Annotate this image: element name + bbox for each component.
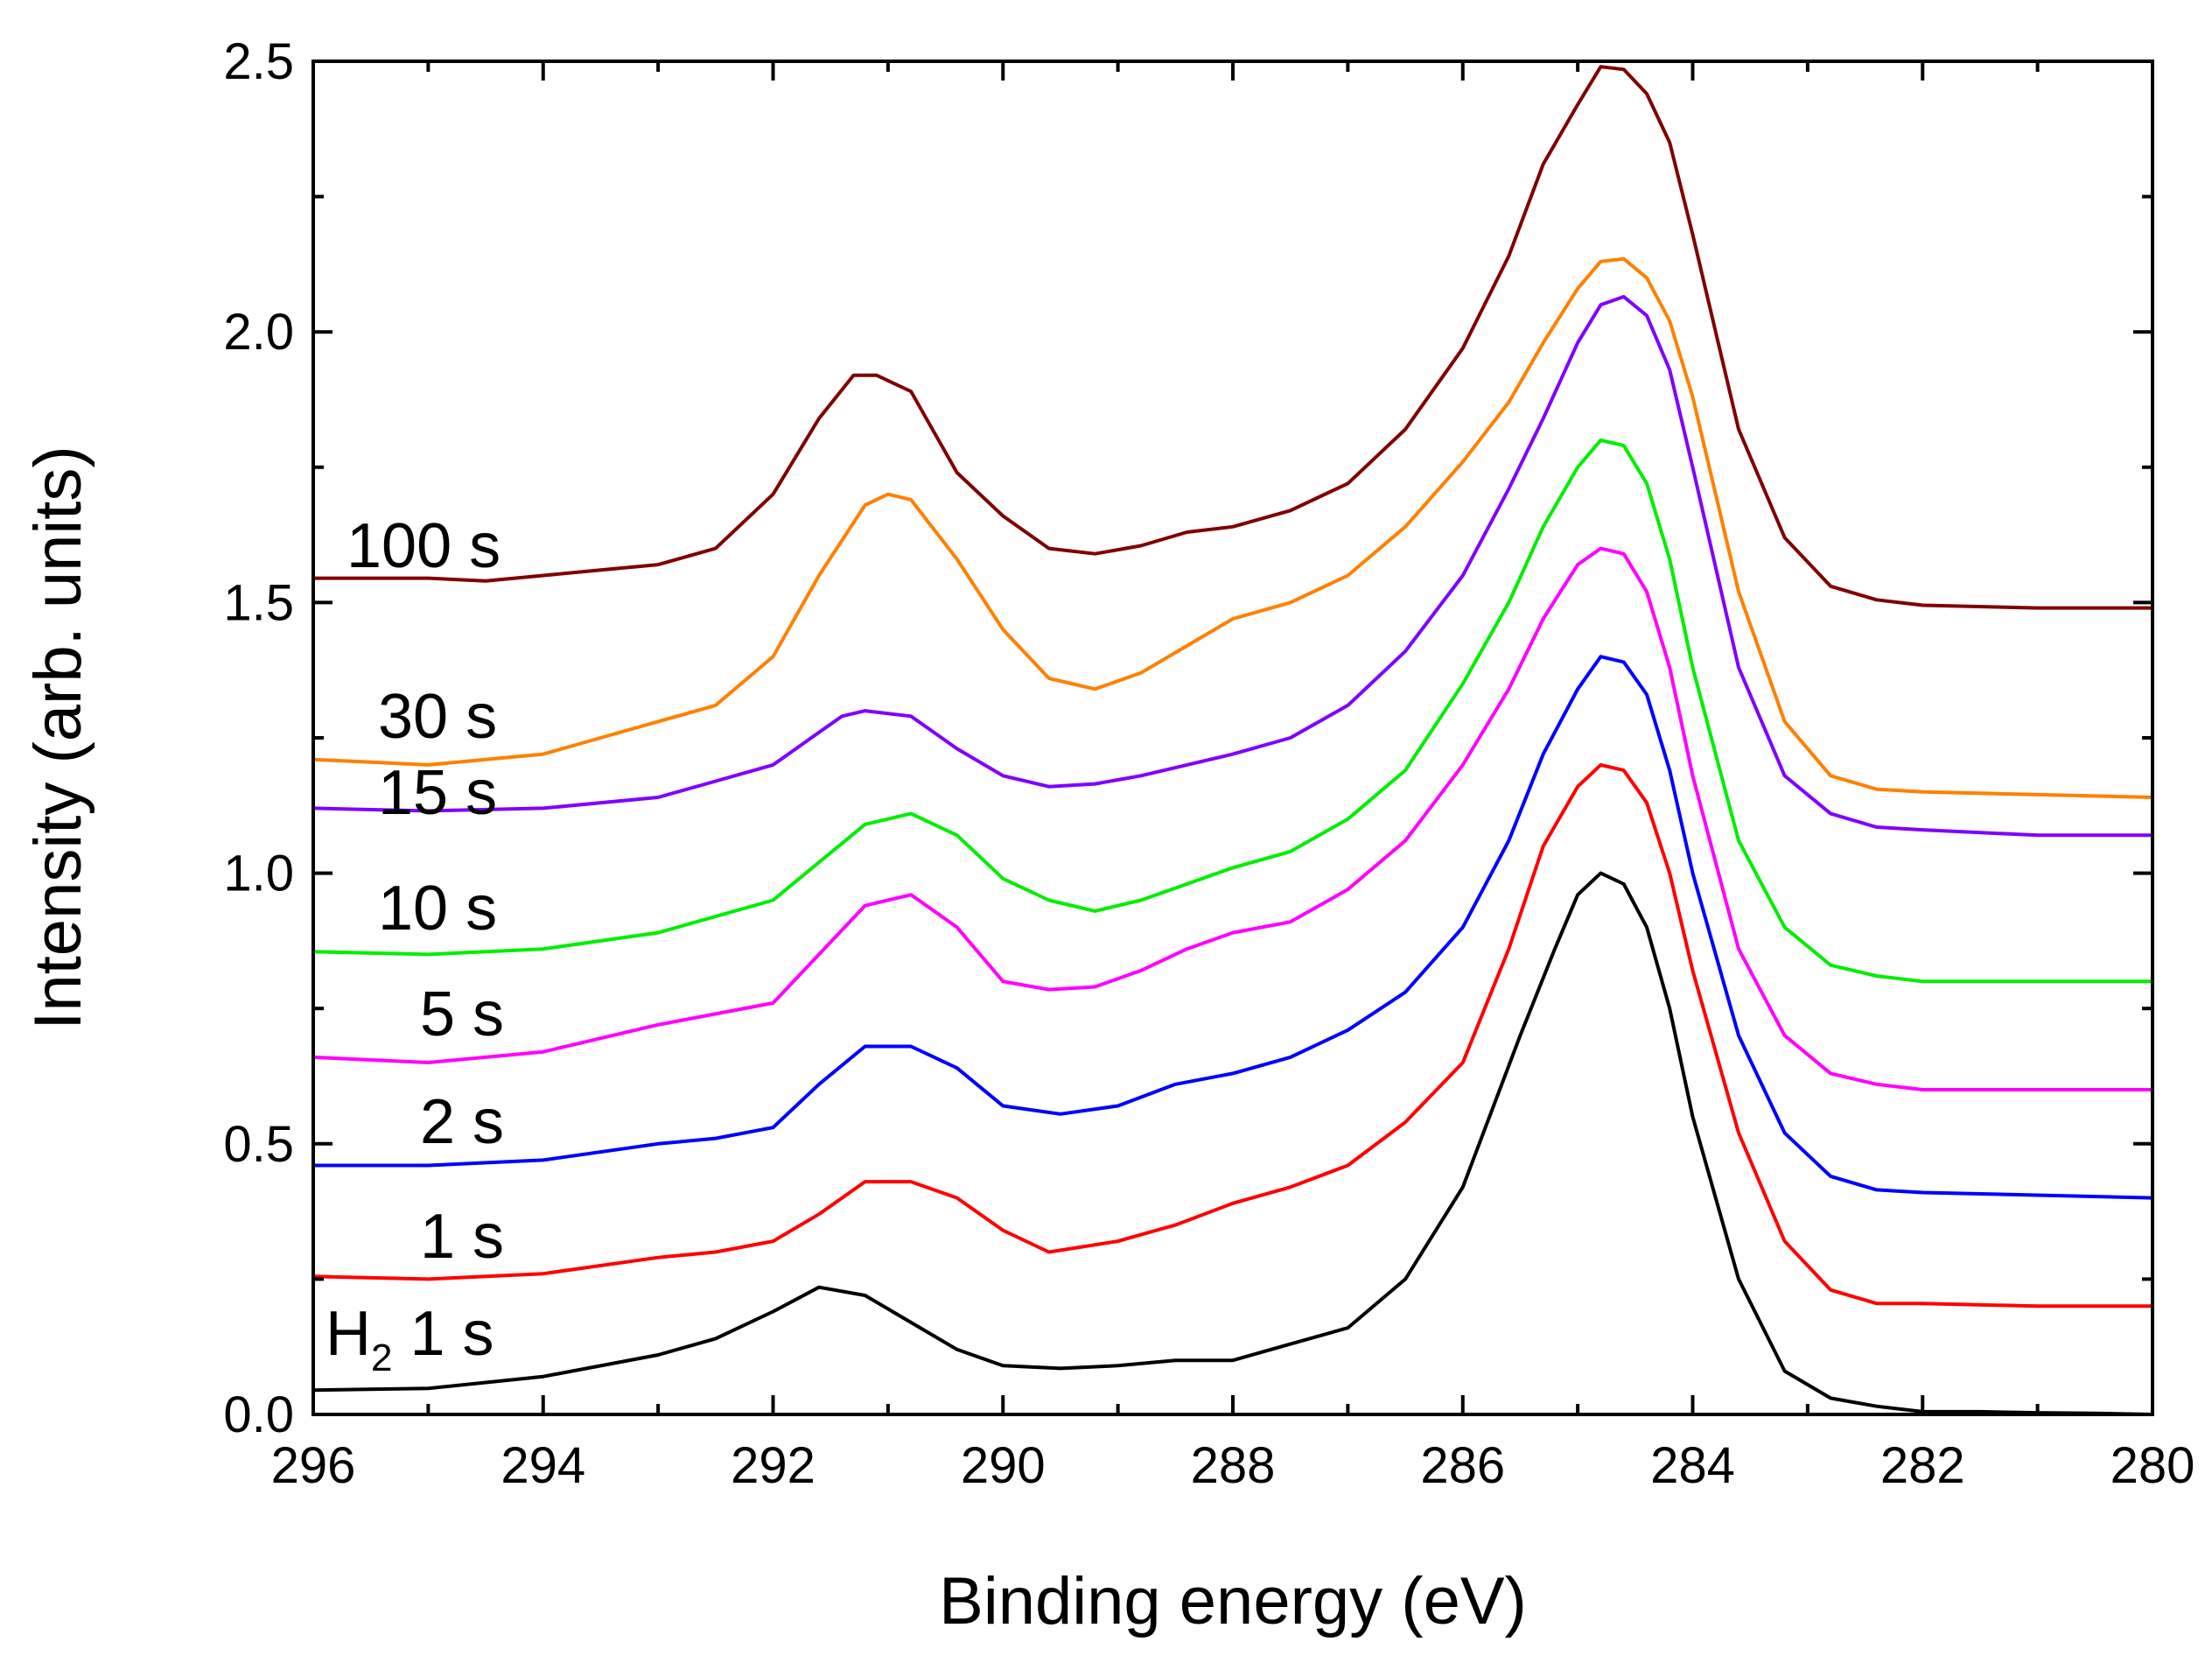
x-tick-label: 294 — [500, 1437, 585, 1494]
series-line-10-s — [313, 440, 2152, 981]
series-line-2-s — [313, 656, 2152, 1197]
x-tick-label: 280 — [2110, 1437, 2195, 1494]
x-tick-label: 292 — [731, 1437, 816, 1494]
y-tick-label: 2.0 — [223, 304, 294, 361]
label-5s: 5 s — [420, 979, 504, 1049]
label-h2-rest: 1 s — [392, 1299, 494, 1369]
x-axis-title: Binding energy (eV) — [939, 1564, 1527, 1638]
y-tick-label: 2.5 — [223, 33, 294, 90]
x-tick-label: 284 — [1650, 1437, 1735, 1494]
x-tick-label: 296 — [271, 1437, 356, 1494]
y-tick-label: 0.5 — [223, 1116, 294, 1173]
x-tick-label: 282 — [1880, 1437, 1965, 1494]
series-line-15-s — [313, 297, 2152, 835]
label-1s: 1 s — [420, 1202, 504, 1272]
x-tick-label: 288 — [1191, 1437, 1276, 1494]
label-h2-sub: 2 — [371, 1337, 392, 1379]
series-line-100-s — [313, 67, 2152, 607]
y-tick-label: 1.5 — [223, 574, 294, 631]
label-10s: 10 s — [378, 874, 497, 944]
y-tick-label: 1.0 — [223, 846, 294, 902]
label-15s: 15 s — [378, 758, 497, 828]
series-labels: 100 s 30 s 15 s 10 s 5 s 2 s 1 s H2 1 s — [326, 511, 504, 1379]
y-axis-title: Intensity (arb. units) — [21, 446, 95, 1029]
x-tick-label: 286 — [1420, 1437, 1505, 1494]
series-line-5-s — [313, 549, 2152, 1090]
label-100s: 100 s — [346, 511, 500, 581]
label-h2-1s: H2 1 s — [326, 1299, 494, 1379]
plot-frame — [313, 61, 2152, 1414]
label-h2-main: H — [326, 1299, 371, 1369]
series-layer — [313, 67, 2152, 1414]
x-tick-label: 290 — [961, 1437, 1046, 1494]
label-30s: 30 s — [378, 682, 497, 752]
series-line-h2-1-s — [313, 874, 2152, 1414]
xps-chart: 296 294 292 290 288 286 284 282 280 0.0 0.5 1.0 1.5 2… — [0, 0, 2212, 1656]
label-2s: 2 s — [420, 1087, 504, 1157]
series-line-1-s — [313, 765, 2152, 1306]
y-tick-label: 0.0 — [223, 1386, 294, 1443]
